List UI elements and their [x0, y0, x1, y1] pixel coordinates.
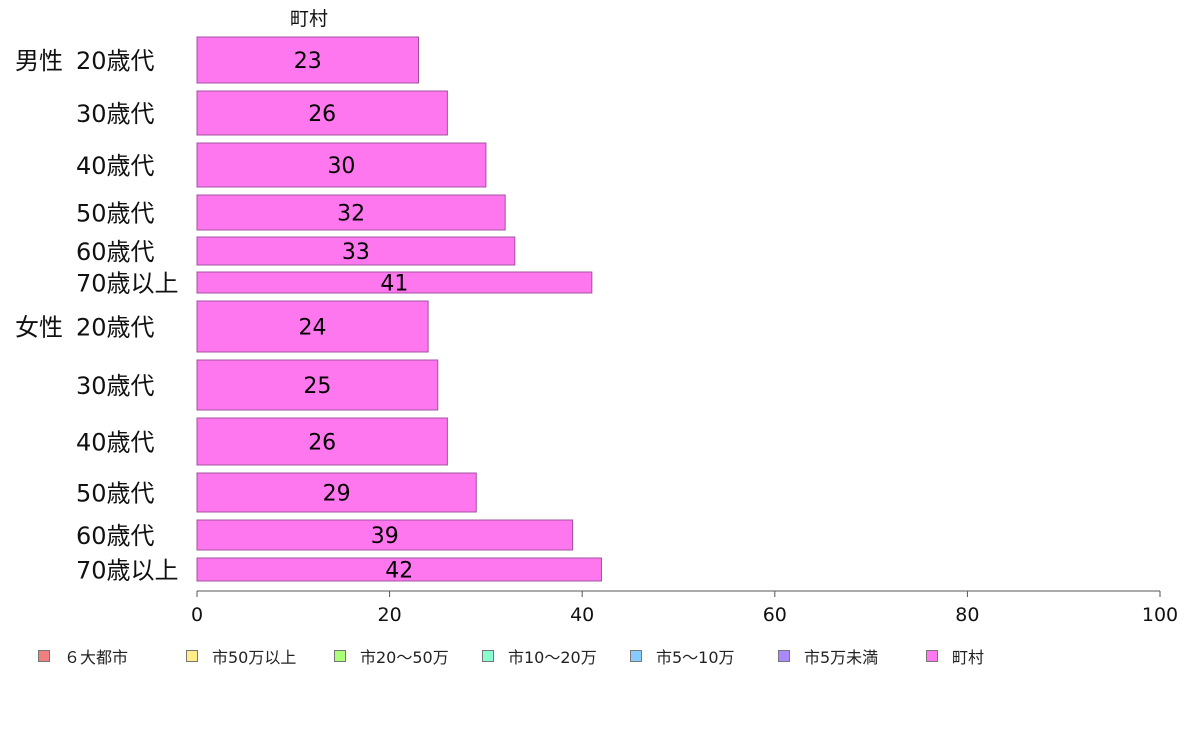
legend-swatch [482, 650, 494, 662]
x-tick-label: 100 [1142, 604, 1178, 626]
category-label: 40歳代 [76, 429, 155, 457]
bar-female-1 [196, 359, 439, 411]
category-label: 30歳代 [76, 372, 155, 400]
legend-label: 市50万以上 [212, 648, 297, 667]
category-label: 60歳代 [76, 522, 155, 550]
legend-item: 町村 [926, 644, 1006, 668]
legend-item: 市10〜20万 [482, 644, 630, 668]
legend-label: ６大都市 [64, 648, 129, 667]
data-label: 32 [337, 202, 365, 227]
bar-female-2 [196, 417, 448, 466]
legend-item: ６大都市 [38, 644, 186, 668]
bar-male-0 [196, 36, 419, 84]
data-label: 41 [380, 272, 408, 297]
data-label: 30 [327, 154, 355, 179]
bar-female-4 [196, 519, 574, 551]
category-label: 40歳代 [76, 152, 155, 180]
chart-title: 町村 [290, 8, 328, 30]
category-label: 20歳代 [76, 314, 155, 342]
legend-swatch [186, 650, 198, 662]
x-tick-label: 80 [955, 604, 979, 626]
bar-chart: 町村2320歳代男性2630歳代3040歳代3250歳代3360歳代4170歳以… [15, 8, 1178, 626]
group-label: 男性 [15, 47, 63, 75]
bar-female-0 [196, 300, 429, 353]
category-label: 60歳代 [76, 238, 155, 266]
data-label: 29 [323, 482, 351, 507]
category-label: 50歳代 [76, 200, 155, 228]
data-label: 33 [342, 240, 370, 265]
legend-item: 市5万未満 [778, 644, 926, 668]
category-label: 70歳以上 [76, 557, 179, 585]
legend-swatch [778, 650, 790, 662]
legend-label: 市5万未満 [804, 648, 879, 667]
legend-item: 市50万以上 [186, 644, 334, 668]
data-label: 23 [294, 49, 322, 74]
bar-male-3 [196, 194, 506, 231]
bar-female-5 [196, 557, 602, 582]
data-label: 26 [308, 431, 336, 456]
legend-label: 市5〜10万 [656, 648, 735, 667]
legend-label: 町村 [952, 648, 985, 667]
legend-item: 市5〜10万 [630, 644, 778, 668]
x-tick-label: 40 [570, 604, 594, 626]
data-label: 26 [308, 102, 336, 127]
legend-label: 市20〜50万 [360, 648, 449, 667]
category-label: 20歳代 [76, 47, 155, 75]
data-label: 25 [303, 374, 331, 399]
bar-male-4 [196, 236, 516, 266]
x-tick-label: 60 [763, 604, 787, 626]
legend-swatch [926, 650, 938, 662]
legend-label: 市10〜20万 [508, 648, 597, 667]
legend-swatch [334, 650, 346, 662]
group-label: 女性 [15, 314, 63, 342]
legend-swatch [38, 650, 50, 662]
data-label: 39 [371, 524, 399, 549]
data-label: 24 [299, 316, 327, 341]
x-tick-label: 20 [378, 604, 402, 626]
category-label: 30歳代 [76, 100, 155, 128]
category-label: 50歳代 [76, 480, 155, 508]
legend: ６大都市 市50万以上 市20〜50万 市10〜20万 市5〜10万 市5万未満 町村 [38, 645, 1006, 667]
legend-item: 市20〜50万 [334, 644, 482, 668]
bar-female-3 [196, 472, 477, 513]
bar-male-5 [196, 271, 593, 294]
legend-swatch [630, 650, 642, 662]
bar-male-1 [196, 90, 448, 136]
x-tick-label: 0 [191, 604, 203, 626]
category-label: 70歳以上 [76, 270, 179, 298]
data-label: 42 [385, 559, 413, 584]
bar-male-2 [196, 142, 487, 188]
